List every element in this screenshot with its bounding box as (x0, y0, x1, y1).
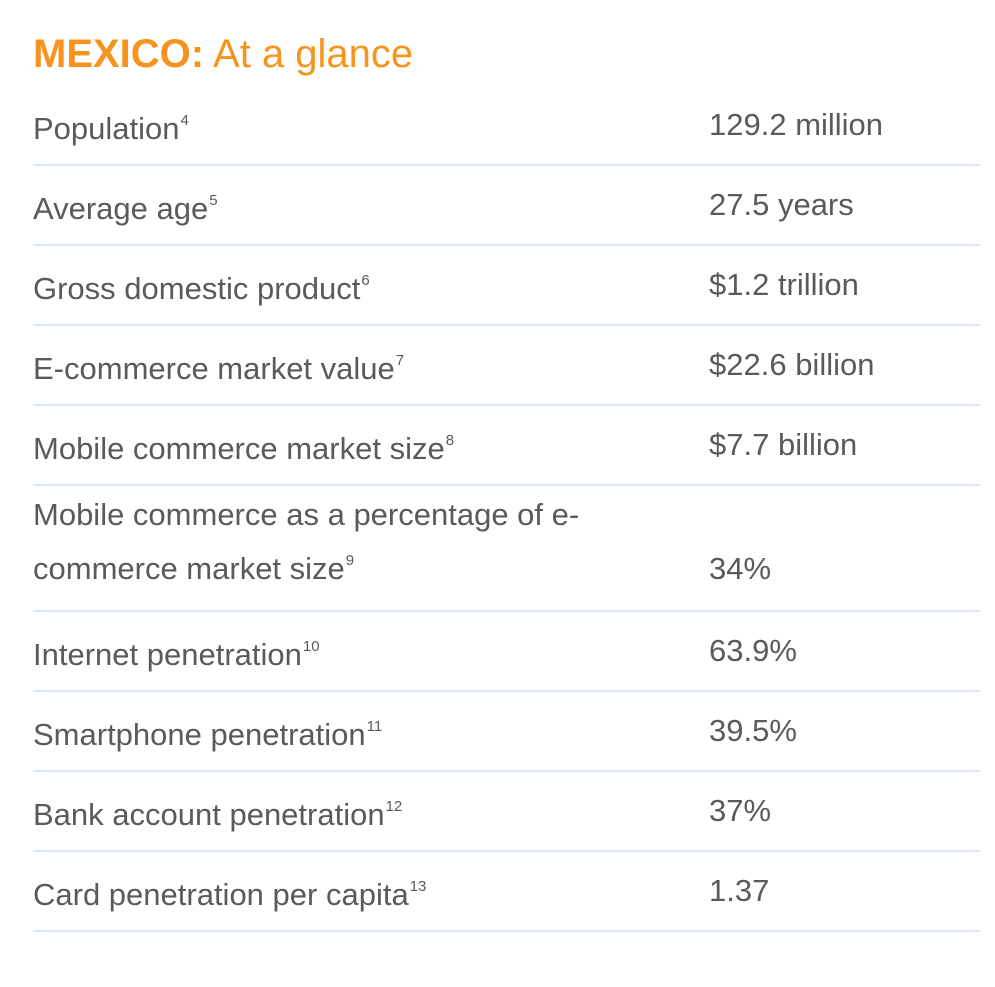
footnote-ref: 13 (409, 878, 427, 895)
stat-label: Internet penetration10 (33, 637, 320, 672)
stat-value: $1.2 trillion (709, 267, 859, 302)
stat-label: Mobile commerce market size8 (33, 431, 455, 466)
footnote-ref: 7 (395, 352, 405, 369)
stat-value: 37% (709, 793, 772, 828)
stat-value: 63.9% (709, 633, 797, 668)
footnote-ref: 12 (385, 798, 403, 815)
stat-value: $22.6 billion (709, 347, 875, 382)
stat-label: Mobile commerce as a percentage of e-com… (33, 497, 580, 586)
stat-row-mobile-commerce-size: Mobile commerce market size8 $7.7 billio… (33, 406, 980, 486)
footnote-ref: 8 (445, 432, 455, 449)
title-subtitle: At a glance (204, 32, 414, 76)
stats-table: Population4 129.2 million Average age5 2… (33, 86, 980, 932)
stat-label: E-commerce market value7 (33, 351, 405, 386)
at-a-glance-panel: MEXICO: At a glance Population4 129.2 mi… (33, 28, 980, 932)
stat-value: 1.37 (709, 873, 770, 908)
stat-label: Average age5 (33, 191, 218, 226)
stat-value: 27.5 years (709, 187, 854, 222)
stat-label: Smartphone penetration11 (33, 717, 383, 752)
footnote-ref: 6 (361, 272, 370, 289)
stat-row-mobile-commerce-share: Mobile commerce as a percentage of e-com… (33, 486, 980, 612)
stat-value: 129.2 million (709, 107, 884, 142)
stat-row-internet-penetration: Internet penetration10 63.9% (33, 612, 980, 692)
stat-row-bank-account-penetration: Bank account penetration12 37% (33, 772, 980, 852)
footnote-ref: 11 (366, 718, 383, 735)
stat-value: $7.7 billion (709, 427, 858, 462)
stat-row-card-penetration: Card penetration per capita13 1.37 (33, 852, 980, 932)
footnote-ref: 5 (209, 192, 218, 209)
stat-row-average-age: Average age5 27.5 years (33, 166, 980, 246)
stat-label: Population4 (33, 111, 189, 146)
stat-row-population: Population4 129.2 million (33, 86, 980, 166)
stat-label: Card penetration per capita13 (33, 877, 427, 912)
footnote-ref: 4 (180, 112, 189, 129)
stat-label: Gross domestic product6 (33, 271, 370, 306)
footnote-ref: 9 (345, 552, 355, 569)
stat-row-gdp: Gross domestic product6 $1.2 trillion (33, 246, 980, 326)
stat-value: 34% (709, 551, 772, 586)
page-title: MEXICO: At a glance (33, 28, 980, 86)
title-country: MEXICO: (33, 32, 205, 76)
stat-label: Bank account penetration12 (33, 797, 403, 832)
stat-row-smartphone-penetration: Smartphone penetration11 39.5% (33, 692, 980, 772)
stat-value: 39.5% (709, 713, 797, 748)
stat-row-ecommerce-value: E-commerce market value7 $22.6 billion (33, 326, 980, 406)
footnote-ref: 10 (302, 638, 320, 655)
